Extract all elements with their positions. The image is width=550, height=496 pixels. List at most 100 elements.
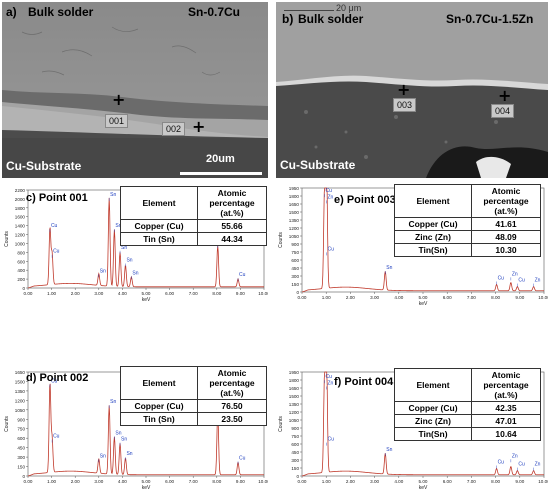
peak-label: Zn: [327, 380, 333, 386]
x-tick-label: 2.00: [71, 479, 80, 484]
peak-label: Sn: [386, 265, 392, 271]
table-cell: 42.35: [471, 401, 541, 415]
x-tick-label: 2.00: [71, 291, 80, 296]
peak-label: Sn: [126, 451, 132, 457]
x-tick-label: 5.00: [419, 479, 428, 484]
x-tick-label: 4.00: [394, 479, 403, 484]
y-tick-label: 600: [291, 258, 299, 263]
peak-label: Sn: [110, 399, 116, 405]
table-cell: 41.61: [471, 217, 541, 231]
peak-label: Zn: [535, 278, 541, 284]
y-tick-label: 1350: [15, 389, 26, 394]
y-tick-label: 450: [291, 266, 299, 271]
y-tick-label: 600: [17, 259, 25, 264]
table-header-row: Element Atomic percentage (at.%): [394, 368, 541, 402]
point-marker-004: +: [498, 86, 512, 105]
y-tick-label: 1650: [289, 386, 300, 391]
peak-label: Cu: [498, 276, 505, 282]
peak-label: Cu: [51, 378, 58, 384]
x-tick-label: 10.00: [258, 291, 268, 296]
x-axis-label: keV: [142, 485, 151, 491]
y-tick-label: 1200: [289, 410, 300, 415]
y-tick-label: 1500: [289, 394, 300, 399]
x-tick-label: 3.00: [94, 291, 103, 296]
y-tick-label: 1000: [15, 241, 26, 246]
x-tick-label: 1.00: [322, 479, 331, 484]
point-label-004: 004: [491, 104, 515, 118]
peak-label: Cu: [239, 272, 246, 278]
table-cell: Tin (Sn): [120, 412, 198, 426]
table-cell: Copper (Cu): [394, 217, 472, 231]
y-axis-label: Counts: [278, 232, 284, 248]
table-header-row: Element Atomic percentage (at.%): [394, 184, 541, 218]
substrate-label-a: Cu-Substrate: [6, 159, 82, 173]
x-tick-label: 3.00: [94, 479, 103, 484]
table-cell: 23.50: [197, 412, 267, 426]
point-label-001: 001: [105, 114, 129, 128]
y-tick-label: 1650: [289, 202, 300, 207]
table-cell: 44.34: [197, 232, 267, 246]
peak-label: Cu: [498, 460, 505, 466]
alloy-label-b: Sn-0.7Cu-1.5Zn: [446, 12, 534, 26]
eds-panel-e: 0 150 300 450 600 750 900 1050 1200 1350 1500 1650 1…: [276, 184, 548, 310]
x-axis-label: keV: [419, 485, 428, 491]
eds-point-title: f) Point 004: [334, 376, 394, 388]
table-cell: 76.50: [197, 399, 267, 413]
eds-panel-f: 0 150 300 450 600 750 900 1050 1200 1350 1500 1650 1…: [276, 368, 548, 494]
table-header-row: Element Atomic percentage (at.%): [120, 366, 267, 400]
peak-label: Zn: [512, 271, 518, 277]
x-tick-label: 1.00: [47, 291, 56, 296]
y-tick-label: 1800: [289, 194, 300, 199]
y-tick-label: 750: [291, 434, 299, 439]
peak-label: Cu: [328, 437, 335, 443]
sem-panel-b: 20 μm b) Bulk solder Sn-0.7Cu-1.5Zn + 00…: [276, 2, 548, 178]
eds-point-title: c) Point 001: [26, 192, 88, 204]
table-cell: Zinc (Zn): [394, 230, 472, 244]
y-tick-label: 0: [22, 286, 25, 291]
table-cell: 10.64: [471, 427, 541, 441]
x-tick-label: 8.00: [491, 479, 500, 484]
y-tick-label: 750: [17, 427, 25, 432]
bulk-solder-label-a: Bulk solder: [28, 5, 94, 19]
table-row: Copper (Cu) 76.50: [120, 399, 267, 413]
x-tick-label: 3.00: [370, 479, 379, 484]
table-cell: Tin (Sn): [120, 232, 198, 246]
y-axis-label: Counts: [4, 231, 10, 247]
x-tick-label: 4.00: [118, 479, 127, 484]
table-row: Tin(Sn) 10.64: [394, 427, 541, 441]
x-tick-label: 9.00: [236, 479, 245, 484]
y-tick-label: 0: [296, 290, 299, 295]
x-tick-label: 8.00: [212, 291, 221, 296]
peak-label: Zn: [327, 194, 333, 200]
y-axis-label: Counts: [278, 416, 284, 432]
table-cell: Copper (Cu): [120, 219, 198, 233]
atomic-percentage-table: Element Atomic percentage (at.%) Copper (C…: [394, 184, 541, 257]
y-tick-label: 150: [291, 466, 299, 471]
scale-bar-label-b: 20 μm: [336, 3, 362, 13]
point-label-002: 002: [162, 122, 186, 136]
table-header-cell: Element: [394, 184, 472, 218]
y-tick-label: 1050: [289, 234, 300, 239]
y-tick-label: 300: [291, 458, 299, 463]
y-tick-label: 1950: [289, 370, 300, 375]
point-marker-003: +: [397, 80, 411, 99]
peak-label: Sn: [132, 270, 138, 276]
table-header-cell: Atomic percentage (at.%): [471, 368, 541, 402]
x-tick-label: 1.00: [322, 295, 331, 300]
y-tick-label: 200: [17, 277, 25, 282]
y-tick-label: 1800: [15, 206, 26, 211]
table-row: Copper (Cu) 41.61: [394, 217, 541, 231]
x-tick-label: 8.00: [491, 295, 500, 300]
x-tick-label: 7.00: [189, 291, 198, 296]
table-row: Zinc (Zn) 47.01: [394, 414, 541, 428]
y-tick-label: 1500: [289, 210, 300, 215]
spectrum-line: [301, 187, 544, 293]
table-row: Tin (Sn) 23.50: [120, 412, 267, 426]
eds-panel-d: 0 150 300 450 600 750 900 1050 1200 1350 1500 1650 0…: [2, 366, 268, 494]
table-cell: 10.30: [471, 243, 541, 257]
x-tick-label: 0.00: [24, 291, 33, 296]
peak-label: Sn: [100, 268, 106, 274]
peak-label: Cu: [326, 374, 333, 380]
peak-label: Zn: [512, 453, 518, 459]
y-tick-label: 150: [17, 465, 25, 470]
